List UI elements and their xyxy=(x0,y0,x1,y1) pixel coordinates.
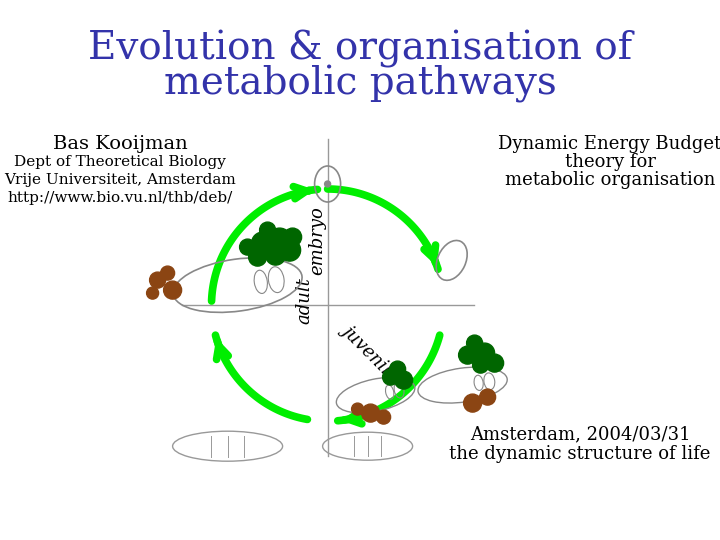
Circle shape xyxy=(284,228,302,246)
Circle shape xyxy=(474,343,495,363)
Circle shape xyxy=(395,371,413,389)
Text: Bas Kooijman: Bas Kooijman xyxy=(53,135,187,153)
Text: Dynamic Energy Budget: Dynamic Energy Budget xyxy=(498,135,720,153)
Circle shape xyxy=(464,394,482,412)
Circle shape xyxy=(260,222,276,238)
Circle shape xyxy=(351,403,364,415)
Circle shape xyxy=(459,346,477,364)
Text: the dynamic structure of life: the dynamic structure of life xyxy=(449,445,711,463)
Circle shape xyxy=(382,369,399,385)
Text: embryo: embryo xyxy=(309,206,327,275)
Text: Vrije Universiteit, Amsterdam: Vrije Universiteit, Amsterdam xyxy=(4,173,236,187)
Circle shape xyxy=(266,245,286,265)
Circle shape xyxy=(240,239,256,255)
Text: Dept of Theoretical Biology: Dept of Theoretical Biology xyxy=(14,155,226,169)
Circle shape xyxy=(163,281,181,299)
Text: metabolic organisation: metabolic organisation xyxy=(505,171,715,189)
Circle shape xyxy=(377,410,391,424)
Circle shape xyxy=(251,232,274,254)
Circle shape xyxy=(467,335,482,351)
Text: http://www.bio.vu.nl/thb/deb/: http://www.bio.vu.nl/thb/deb/ xyxy=(7,191,233,205)
Circle shape xyxy=(390,361,405,377)
Circle shape xyxy=(147,287,158,299)
Text: theory for: theory for xyxy=(564,153,655,171)
Circle shape xyxy=(279,239,301,261)
Circle shape xyxy=(325,181,330,187)
Text: Evolution & organisation of: Evolution & organisation of xyxy=(88,30,632,68)
Text: juvenile: juvenile xyxy=(340,320,403,383)
Circle shape xyxy=(480,389,495,405)
Text: adult: adult xyxy=(296,276,314,323)
Circle shape xyxy=(485,354,503,372)
Text: metabolic pathways: metabolic pathways xyxy=(163,65,557,103)
Circle shape xyxy=(161,266,175,280)
Text: Amsterdam, 2004/03/31: Amsterdam, 2004/03/31 xyxy=(469,425,690,443)
Circle shape xyxy=(268,228,292,252)
Circle shape xyxy=(472,357,489,373)
Circle shape xyxy=(248,248,266,266)
Circle shape xyxy=(361,404,379,422)
Circle shape xyxy=(150,272,166,288)
